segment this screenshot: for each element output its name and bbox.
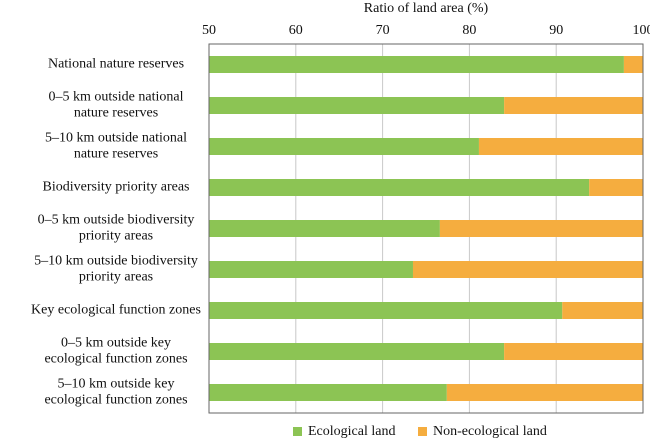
y-tick-label: National nature reserves	[48, 57, 184, 72]
bar-segment	[504, 343, 643, 360]
bar-segment	[412, 261, 643, 278]
bar-segment	[209, 138, 479, 155]
x-tick-label: 100	[633, 23, 650, 38]
bar-segment	[562, 302, 643, 319]
x-tick-label: 80	[462, 23, 476, 38]
y-tick-label: Key ecological function zones	[31, 303, 201, 318]
bar-segment	[446, 384, 643, 401]
y-tick-label: 0–5 km outside national nature reserves	[49, 90, 184, 121]
x-tick-label: 70	[376, 23, 390, 38]
bar-segment	[478, 138, 643, 155]
bar-segment	[209, 179, 590, 196]
bar-segment	[623, 56, 643, 73]
bar-segment	[209, 56, 624, 73]
legend-swatch	[293, 427, 302, 436]
bar-segment	[209, 302, 563, 319]
legend-label: Ecological land	[308, 424, 395, 439]
plot-border	[208, 43, 644, 414]
bar-segment	[589, 179, 643, 196]
bar-segment	[209, 220, 440, 237]
bar-segment	[209, 384, 447, 401]
x-tick-label: 90	[549, 23, 563, 38]
y-tick-label: 5–10 km outside national nature reserves	[45, 131, 187, 162]
bar-segment	[209, 97, 505, 114]
y-tick-label: 5–10 km outside biodiversity priority are…	[34, 254, 198, 285]
legend-swatch	[418, 427, 427, 436]
bar-segment	[439, 220, 643, 237]
y-tick-label: 5–10 km outside key ecological function z…	[44, 377, 187, 408]
x-axis-title: Ratio of land area (%)	[364, 1, 489, 16]
legend-label: Non-ecological land	[433, 424, 547, 439]
bar-segment	[504, 97, 643, 114]
x-tick-label: 50	[202, 23, 216, 38]
y-tick-label: 0–5 km outside biodiversity priority area…	[38, 213, 195, 244]
y-tick-label: 0–5 km outside key ecological function zo…	[44, 336, 187, 367]
bar-segment	[209, 343, 505, 360]
y-tick-label: Biodiversity priority areas	[43, 180, 190, 195]
x-tick-label: 60	[289, 23, 303, 38]
bar-segment	[209, 261, 413, 278]
